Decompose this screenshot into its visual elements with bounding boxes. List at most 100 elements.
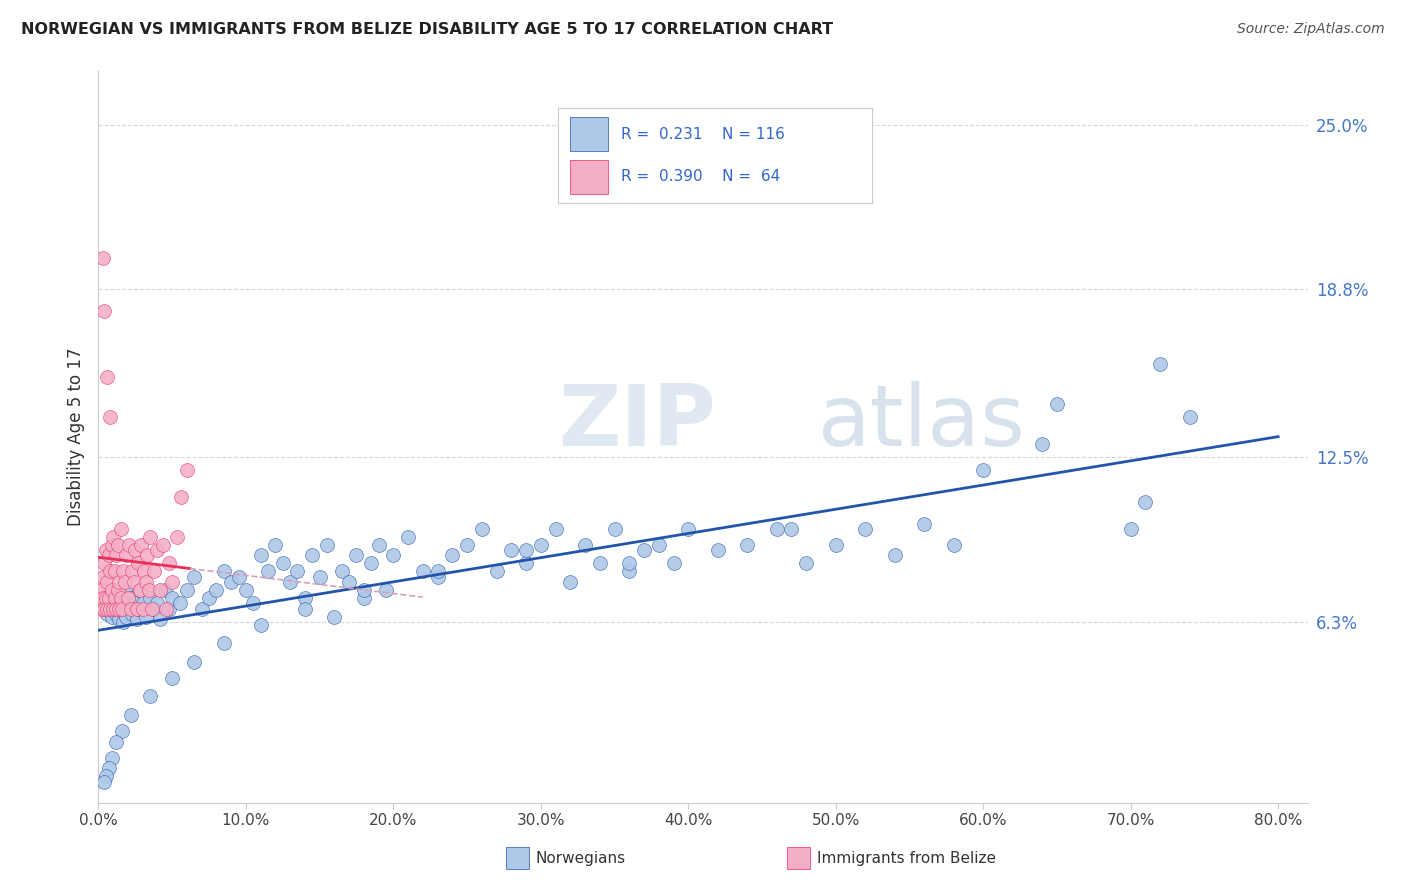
Point	[166, 530, 188, 544]
Point	[108, 601, 131, 615]
Point	[824, 538, 846, 552]
Point	[1119, 522, 1142, 536]
Point	[111, 723, 134, 738]
Point	[560, 575, 582, 590]
Point	[105, 549, 128, 563]
Point	[117, 596, 139, 610]
Point	[97, 761, 120, 775]
Point	[1149, 357, 1171, 371]
Point	[912, 516, 935, 531]
Point	[117, 591, 139, 605]
Point	[143, 601, 166, 615]
Point	[160, 591, 183, 605]
Point	[412, 565, 434, 579]
Point	[155, 601, 177, 615]
Text: atlas: atlas	[818, 381, 1026, 464]
Point	[121, 607, 143, 621]
Point	[128, 582, 150, 597]
Point	[183, 655, 205, 669]
Point	[176, 582, 198, 597]
Point	[323, 609, 346, 624]
Point	[706, 543, 728, 558]
Point	[1135, 495, 1157, 509]
Point	[93, 601, 115, 615]
Point	[125, 612, 148, 626]
Point	[108, 575, 131, 590]
Point	[308, 570, 330, 584]
Point	[91, 570, 114, 584]
Point	[176, 463, 198, 477]
Point	[100, 750, 122, 764]
Point	[107, 582, 129, 597]
Point	[219, 575, 242, 590]
Point	[456, 538, 478, 552]
Point	[143, 565, 166, 579]
Point	[382, 549, 405, 563]
Point	[139, 530, 162, 544]
Point	[544, 522, 567, 536]
Point	[100, 582, 122, 597]
Point	[110, 596, 132, 610]
Point	[294, 601, 316, 615]
Point	[115, 609, 138, 624]
Point	[426, 570, 449, 584]
Point	[135, 575, 157, 590]
Point	[367, 538, 389, 552]
Point	[96, 575, 118, 590]
Point	[242, 596, 264, 610]
Point	[301, 549, 323, 563]
Point	[853, 522, 876, 536]
Point	[337, 575, 360, 590]
Point	[485, 565, 508, 579]
Point	[190, 601, 212, 615]
Point	[249, 549, 271, 563]
Point	[205, 582, 228, 597]
Point	[972, 463, 994, 477]
Point	[94, 591, 117, 605]
Point	[160, 671, 183, 685]
Point	[138, 582, 160, 597]
Point	[152, 538, 174, 552]
Point	[127, 557, 149, 571]
Point	[100, 609, 122, 624]
Point	[124, 543, 146, 558]
Point	[134, 565, 156, 579]
Point	[287, 565, 309, 579]
Point	[118, 538, 141, 552]
Point	[94, 769, 117, 783]
Point	[170, 490, 193, 504]
Point	[441, 549, 464, 563]
Point	[169, 596, 191, 610]
Point	[153, 582, 176, 597]
Point	[107, 538, 129, 552]
Point	[96, 370, 118, 384]
Point	[942, 538, 965, 552]
Point	[735, 538, 758, 552]
Point	[121, 565, 143, 579]
Point	[1178, 410, 1201, 425]
Point	[264, 538, 287, 552]
Point	[160, 575, 183, 590]
Point	[883, 549, 905, 563]
Point	[780, 522, 803, 536]
Point	[278, 575, 301, 590]
Point	[114, 582, 136, 597]
Point	[129, 538, 152, 552]
Point	[108, 612, 131, 626]
Point	[97, 591, 120, 605]
Point	[139, 591, 162, 605]
Point	[501, 543, 523, 558]
Point	[157, 601, 180, 615]
Point	[89, 596, 111, 610]
Point	[98, 565, 121, 579]
Point	[794, 557, 817, 571]
Point	[98, 601, 121, 615]
Point	[93, 303, 115, 318]
Point	[249, 617, 271, 632]
Y-axis label: Disability Age 5 to 17: Disability Age 5 to 17	[66, 348, 84, 526]
Point	[1046, 397, 1069, 411]
Point	[146, 596, 169, 610]
Point	[141, 601, 163, 615]
Point	[114, 575, 136, 590]
Point	[124, 596, 146, 610]
